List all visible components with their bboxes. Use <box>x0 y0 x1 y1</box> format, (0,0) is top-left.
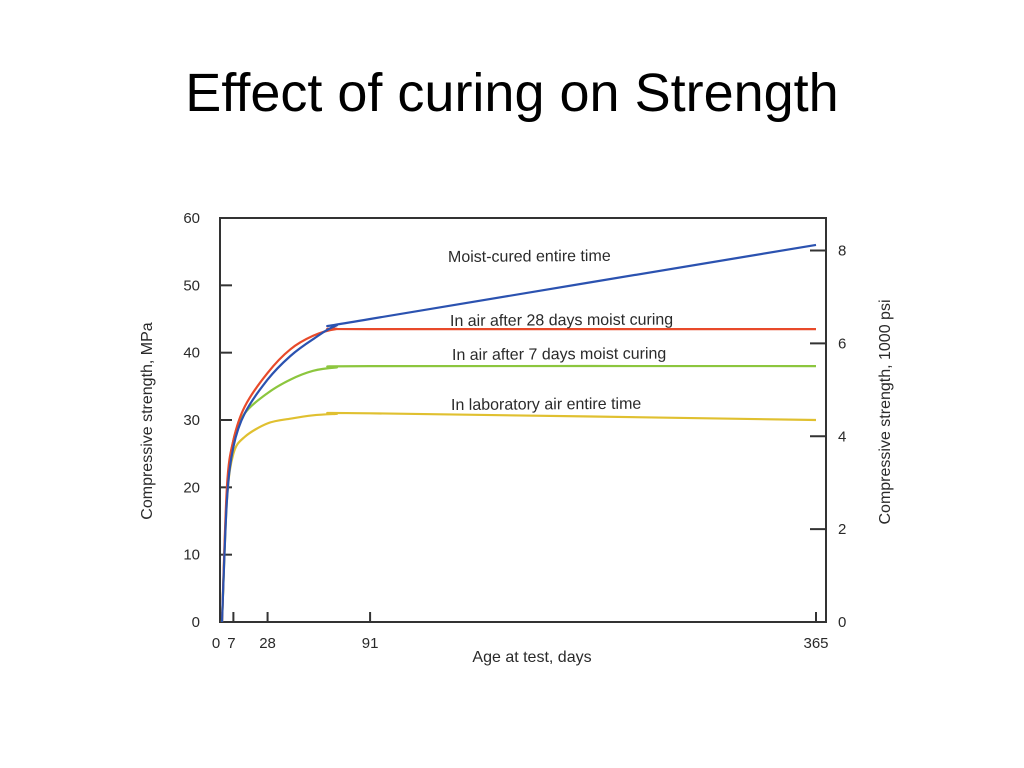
x-tick-label: 0 <box>212 635 220 652</box>
y2-tick-label: 6 <box>838 335 846 352</box>
annotation-laboratory-air: In laboratory air entire time <box>451 396 642 414</box>
y-tick-label: 30 <box>183 412 200 429</box>
y2-tick-label: 8 <box>838 243 846 260</box>
series-line-moist-cured <box>220 243 817 623</box>
page-title: Effect of curing on Strength <box>185 63 839 123</box>
annotation-air-after-7-days: In air after 7 days moist curing <box>452 346 666 364</box>
y-tick-label: 60 <box>183 210 200 227</box>
y-tick-label: 20 <box>183 479 200 496</box>
y2-tick-label: 0 <box>838 614 846 631</box>
x-tick-label: 365 <box>803 635 828 652</box>
y-tick-label: 50 <box>183 277 200 294</box>
x-tick-label: 91 <box>362 635 379 652</box>
x-axis-title: Age at test, days <box>472 649 591 666</box>
y2-axis-title: Compressive strength, 1000 psi <box>877 300 894 525</box>
annotation-air-after-28-days: In air after 28 days moist curing <box>450 311 673 330</box>
y-tick-label: 10 <box>183 547 200 564</box>
y-tick-label: 40 <box>183 345 200 362</box>
plot-frame <box>219 217 827 623</box>
series-line-air-after-28-days <box>220 327 816 623</box>
y2-tick-label: 4 <box>838 428 846 445</box>
x-tick-label: 7 <box>227 635 235 652</box>
y2-tick-label: 2 <box>838 521 846 538</box>
x-tick-label: 28 <box>259 635 276 652</box>
series-line-laboratory-air <box>220 411 817 623</box>
y-tick-label: 0 <box>192 614 200 631</box>
y-axis-title: Compressive strength, MPa <box>139 322 156 520</box>
annotation-moist-cured: Moist-cured entire time <box>448 248 611 266</box>
